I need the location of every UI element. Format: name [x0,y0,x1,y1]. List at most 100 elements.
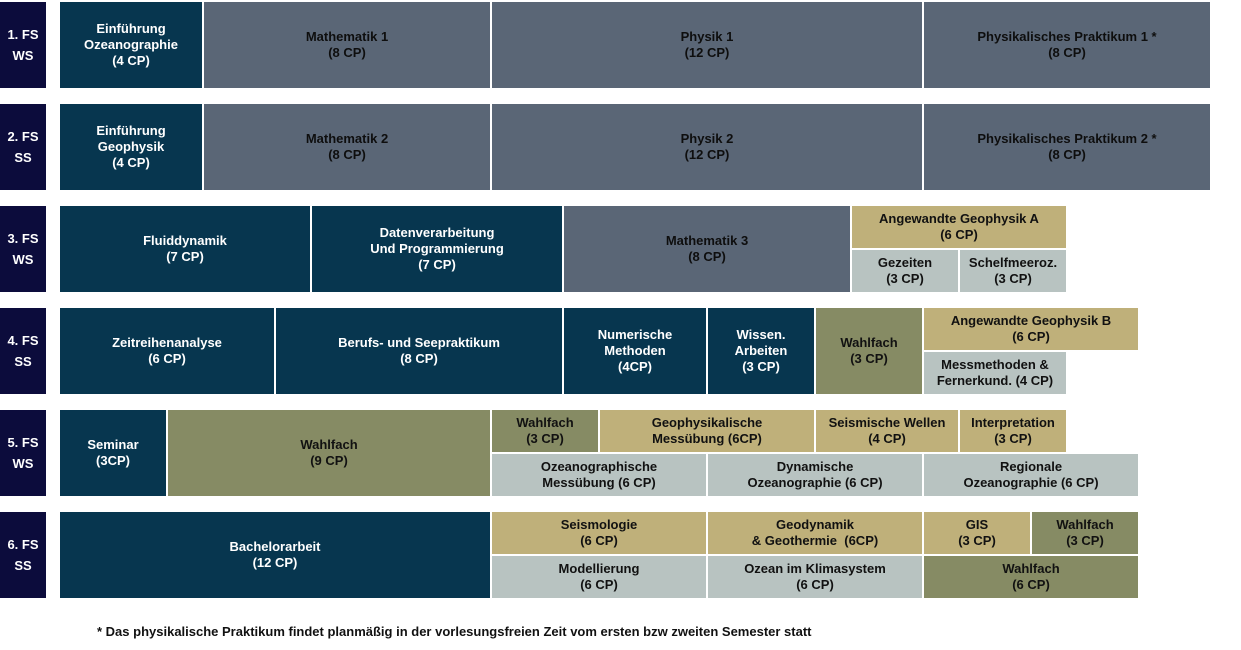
module-credits: (4CP) [618,359,652,374]
module-title-line: Ozeanographie [84,37,178,52]
module-gezeiten: Gezeiten (3 CP) [852,250,958,292]
module-credits: (3 CP) [994,431,1032,446]
module-title-line: Numerische [597,327,673,342]
module-angewandte-geophysik-b: Angewandte Geophysik B (6 CP) [924,308,1138,350]
semester-term: SS [14,558,32,573]
module-credits: (7 CP) [166,249,204,264]
module-credits: (3 CP) [886,271,924,286]
semester-number: 5. FS [7,435,39,450]
module-title-line: Geophysik [97,139,165,154]
module-physik-1: Physik 1 (12 CP) [492,2,922,88]
module-zeitreihenanalyse: Zeitreihenanalyse (6 CP) [60,308,274,394]
module-title-line: Methoden [604,343,666,358]
semester-number: 6. FS [7,537,39,552]
module-title: Angewandte Geophysik B [950,313,1112,328]
module-wahlfach-3cp-s6: Wahlfach (3 CP) [1032,512,1138,554]
module-title-line: Wissen. [736,327,786,342]
module-credits: (6 CP) [940,227,978,242]
semester-number: 4. FS [7,333,39,348]
module-seminar: Seminar (3CP) [60,410,166,496]
module-credits: (3 CP) [850,351,888,366]
module-title: Interpretation [971,415,1055,430]
module-credits: (6 CP) [1012,329,1050,344]
module-title: Gezeiten [877,255,933,270]
module-angewandte-geophysik-a: Angewandte Geophysik A (6 CP) [852,206,1066,248]
semester-term: WS [12,48,34,63]
module-credits: (3 CP) [1066,533,1104,548]
module-title-line: Arbeiten [734,343,788,358]
module-wahlfach-3cp-s5: Wahlfach (3 CP) [492,410,598,452]
module-ozeanographische-messuebung: Ozeanographische Messübung (6 CP) [492,454,706,496]
module-title: Seminar [87,437,139,452]
module-interpretation: Interpretation (3 CP) [960,410,1066,452]
module-title-line: Datenverarbeitung [379,225,495,240]
module-dynamische-ozeanographie: Dynamische Ozeanographie (6 CP) [708,454,922,496]
module-schelfmeeroz: Schelfmeeroz. (3 CP) [960,250,1066,292]
module-credits: (3 CP) [958,533,996,548]
semester-term: SS [14,150,32,165]
module-title: Ozeanographie (6 CP) [747,475,883,490]
module-modellierung: Modellierung (6 CP) [492,556,706,598]
module-credits: (3 CP) [742,359,780,374]
semester-number: 1. FS [7,27,39,42]
module-einfuehrung-ozeanographie: Einführung Ozeanographie (4 CP) [60,2,202,88]
module-title: Geodynamik [775,517,855,532]
module-credits: (8 CP) [688,249,726,264]
module-title-line: Einführung [96,21,166,36]
module-regionale-ozeanographie: Regionale Ozeanographie (6 CP) [924,454,1138,496]
semester-term: SS [14,354,32,369]
module-credits: (6 CP) [1012,577,1050,592]
semester-term: WS [12,252,34,267]
module-numerische-methoden: Numerische Methoden (4CP) [564,308,706,394]
module-credits: (8 CP) [328,45,366,60]
module-credits: (6 CP) [796,577,834,592]
module-credits: (4 CP) [868,431,906,446]
module-title: Wahlfach [1002,561,1060,576]
semester-label-2: 2. FS SS [0,104,46,190]
module-credits: (9 CP) [310,453,348,468]
module-ozean-im-klimasystem: Ozean im Klimasystem (6 CP) [708,556,922,598]
module-credits: (8 CP) [328,147,366,162]
semester-term: WS [12,456,34,471]
module-title: Seismische Wellen [828,415,946,430]
module-title: Berufs- und Seepraktikum [338,335,500,350]
module-title: Zeitreihenanalyse [112,335,222,350]
module-title: Ozeanographie (6 CP) [963,475,1099,490]
module-title: Physikalisches Praktikum 1 * [977,29,1157,44]
module-title: Wahlfach [300,437,358,452]
module-credits: (3 CP) [526,431,564,446]
semester-label-6: 6. FS SS [0,512,46,598]
module-credits: (8 CP) [1048,45,1086,60]
module-title-line: Einführung [96,123,166,138]
module-wahlfach-6cp: Wahlfach (6 CP) [924,556,1138,598]
semester-label-1: 1. FS WS [0,2,46,88]
module-title: Mathematik 3 [665,233,749,248]
module-credits: (12 CP) [684,45,730,60]
module-title: Wahlfach [840,335,898,350]
semester-label-5: 5. FS WS [0,410,46,496]
module-physikalisches-praktikum-1: Physikalisches Praktikum 1 * (8 CP) [924,2,1210,88]
module-title: Schelfmeeroz. [968,255,1058,270]
module-title: Physik 2 [680,131,734,146]
module-mathematik-2: Mathematik 2 (8 CP) [204,104,490,190]
footnote: * Das physikalische Praktikum findet pla… [97,624,812,639]
module-title: & Geothermie (6CP) [751,533,879,548]
module-title: Geophysikalische [651,415,763,430]
module-physikalisches-praktikum-2: Physikalisches Praktikum 2 * (8 CP) [924,104,1210,190]
module-wissenschaftliches-arbeiten: Wissen. Arbeiten (3 CP) [708,308,814,394]
module-wahlfach-s4: Wahlfach (3 CP) [816,308,922,394]
module-title: Fluiddynamik [143,233,227,248]
module-messmethoden-fernerkundung: Messmethoden & Fernerkund. (4 CP) [924,352,1066,394]
module-title: Seismologie [560,517,638,532]
module-credits: (3 CP) [994,271,1032,286]
module-title: Mathematik 2 [305,131,389,146]
module-credits: (6 CP) [580,533,618,548]
module-credits: (8 CP) [1048,147,1086,162]
module-physik-2: Physik 2 (12 CP) [492,104,922,190]
module-title: Bachelorarbeit [229,539,321,554]
module-einfuehrung-geophysik: Einführung Geophysik (4 CP) [60,104,202,190]
module-title: Messübung (6CP) [652,431,762,446]
module-title: Angewandte Geophysik A [879,211,1039,226]
module-title: Messübung (6 CP) [542,475,656,490]
module-title: Fernerkund. (4 CP) [936,373,1054,388]
